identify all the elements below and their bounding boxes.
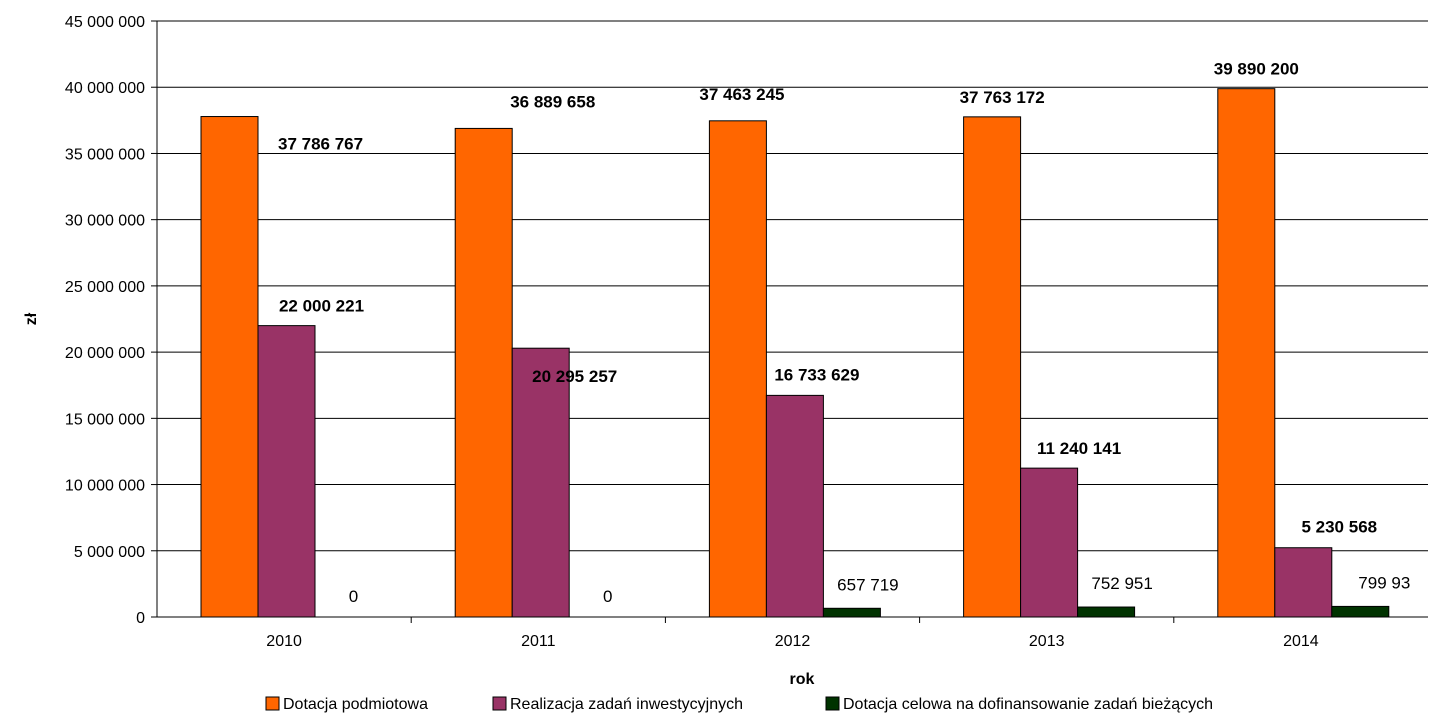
- x-tick-label: 2012: [775, 633, 811, 650]
- data-label: 39 890 200: [1214, 60, 1299, 79]
- bar: [1020, 467, 1079, 618]
- data-label: 5 230 568: [1301, 518, 1377, 537]
- bar: [1274, 547, 1333, 618]
- gridlines: [157, 20, 1428, 552]
- data-label: 0: [349, 587, 358, 606]
- bar: [822, 607, 881, 618]
- legend-swatch: [265, 696, 280, 711]
- data-label: 0: [603, 587, 612, 606]
- y-tick-label: 30 000 000: [65, 213, 145, 230]
- y-tick-label: 20 000 000: [65, 345, 145, 362]
- x-tick-label: 2014: [1283, 633, 1319, 650]
- legend: Dotacja podmiotowa Realizacja zadań inwes…: [265, 696, 1213, 713]
- data-label: 20 295 257: [532, 367, 617, 386]
- bars: [200, 88, 1390, 618]
- data-label: 36 889 658: [510, 92, 595, 111]
- data-label: 37 786 767: [278, 135, 363, 154]
- data-label: 37 463 245: [699, 85, 784, 104]
- bar: [708, 120, 767, 618]
- data-label: 11 240 141: [1037, 439, 1121, 458]
- bar: [1217, 88, 1276, 618]
- legend-label: Realizacja zadań inwestycyjnych: [510, 696, 743, 713]
- bar: [511, 347, 570, 618]
- x-axis-title: rok: [790, 671, 815, 688]
- data-label: 657 719: [837, 575, 898, 594]
- y-axis-title: zł: [23, 312, 40, 325]
- y-tick-label: 35 000 000: [65, 146, 145, 163]
- x-tick-label: 2010: [266, 633, 302, 650]
- y-tick-label: 45 000 000: [65, 14, 145, 31]
- x-tick-label: 2013: [1029, 633, 1065, 650]
- legend-label: Dotacja podmiotowa: [283, 696, 428, 713]
- data-label: 22 000 221: [279, 297, 364, 316]
- y-tick-label: 15 000 000: [65, 411, 145, 428]
- y-tick-label: 25 000 000: [65, 279, 145, 296]
- tick-labels: 0 5 000 000 10 000 000 15 000 000 20 000 000…: [65, 14, 1319, 650]
- y-tick-label: 0: [136, 610, 145, 627]
- y-tick-label: 5 000 000: [74, 544, 145, 561]
- legend-swatch: [825, 696, 840, 711]
- bar: [454, 127, 513, 618]
- bar: [963, 116, 1022, 618]
- bar: [1077, 606, 1136, 618]
- data-labels: 37 786 767 22 000 221 0 36 889 658 20 295 25…: [278, 60, 1410, 606]
- bar: [1331, 605, 1390, 618]
- x-tick-label: 2011: [521, 633, 556, 650]
- y-tick-label: 40 000 000: [65, 80, 145, 97]
- bar: [765, 394, 824, 618]
- legend-label: Dotacja celowa na dofinansowanie zadań b…: [843, 696, 1213, 713]
- data-label: 16 733 629: [774, 365, 859, 384]
- data-label: 799 93: [1358, 573, 1410, 592]
- data-label: 37 763 172: [960, 88, 1045, 107]
- data-label: 752 951: [1091, 574, 1152, 593]
- axes: [151, 20, 1428, 623]
- bar: [257, 325, 316, 618]
- y-tick-label: 10 000 000: [65, 478, 145, 495]
- legend-swatch: [492, 696, 507, 711]
- bar: [200, 116, 259, 618]
